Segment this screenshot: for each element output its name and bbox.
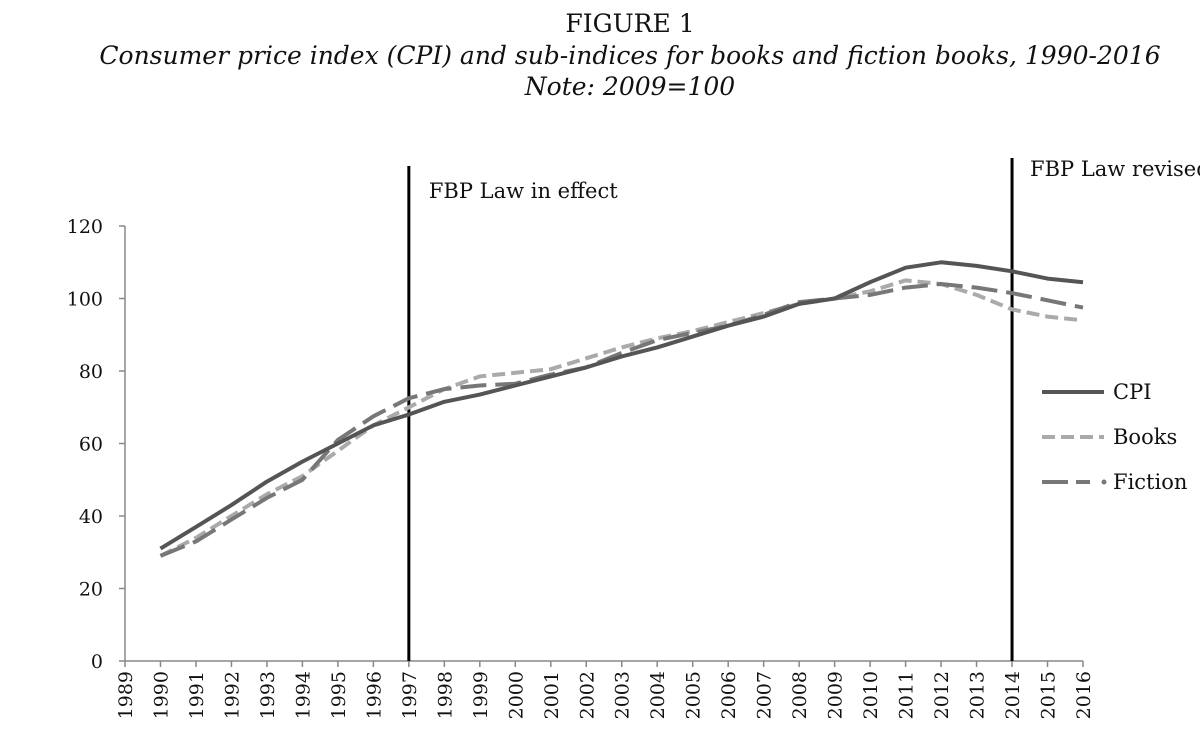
x-tick-label: 2006 [718, 671, 740, 719]
annotation-label: FBP Law in effect [429, 179, 618, 203]
x-tick-label: 1994 [292, 671, 314, 719]
chart-legend: CPI Books Fiction [1042, 380, 1187, 494]
figure-title: FIGURE 1 [565, 9, 695, 38]
series-line-books [159, 278, 1084, 558]
x-tick-label: 2011 [896, 671, 918, 719]
series-line-fiction [159, 282, 1084, 558]
figure-title-block: FIGURE 1 Consumer price index (CPI) and … [0, 8, 1200, 102]
x-tick-label: 2014 [1002, 671, 1024, 719]
x-tick-label: 1996 [363, 671, 385, 719]
chart-series-lines [159, 260, 1084, 558]
chart-annotations: FBP Law in effect FBP Law revised [407, 157, 1200, 661]
legend-label-fiction: Fiction [1113, 470, 1187, 494]
x-tick-label: 2010 [860, 671, 882, 719]
x-tick-label: 2008 [789, 671, 811, 719]
y-tick-label: 0 [91, 651, 103, 673]
annotation-label: FBP Law revised [1030, 157, 1200, 181]
y-tick-label: 120 [67, 216, 103, 238]
x-tick-label: 2003 [612, 671, 634, 719]
series-line-cpi [159, 260, 1084, 551]
y-tick-label: 80 [79, 361, 103, 383]
legend-swatch-dot [1101, 479, 1107, 485]
y-tick-label: 40 [79, 506, 103, 528]
x-tick-label: 1990 [150, 671, 172, 719]
x-tick-label: 2001 [541, 671, 563, 719]
x-tick-label: 2009 [825, 671, 847, 719]
x-tick-label: 1999 [470, 671, 492, 719]
x-tick-label: 2007 [754, 671, 776, 719]
x-tick-label: 2013 [967, 671, 989, 719]
x-tick-label: 1997 [399, 671, 421, 719]
x-tick-label: 2015 [1038, 671, 1060, 719]
x-tick-label: 2000 [505, 671, 527, 719]
x-tick-label: 1993 [257, 671, 279, 719]
x-tick-label: 2004 [647, 671, 669, 719]
x-tick-label: 2005 [683, 671, 705, 719]
figure-subtitle: Consumer price index (CPI) and sub-indic… [99, 41, 1161, 70]
y-tick-label: 20 [79, 579, 103, 601]
x-tick-label: 1991 [186, 671, 208, 719]
x-tick-label: 1992 [221, 671, 243, 719]
legend-label-books: Books [1113, 425, 1177, 449]
x-tick-label: 1998 [434, 671, 456, 719]
x-tick-label: 2002 [576, 671, 598, 719]
legend-label-cpi: CPI [1113, 380, 1152, 404]
chart-axes: 0 20 40 60 80 100 120 1989 1990 1991 1992 1993 1994 1… [67, 216, 1095, 719]
x-tick-label: 1989 [115, 671, 137, 719]
x-tick-label: 2012 [931, 671, 953, 719]
x-tick-label: 2016 [1073, 671, 1095, 719]
figure-note: Note: 2009=100 [524, 72, 736, 101]
y-tick-label: 60 [79, 434, 103, 456]
x-tick-label: 1995 [328, 671, 350, 719]
y-tick-label: 100 [67, 289, 103, 311]
